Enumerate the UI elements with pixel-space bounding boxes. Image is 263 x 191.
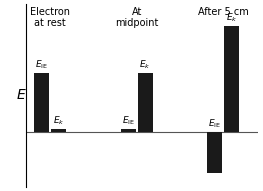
Text: $E_\mathrm{IE}$: $E_\mathrm{IE}$ [122, 114, 135, 127]
Bar [121, 129, 135, 132]
Text: After 5 cm: After 5 cm [198, 6, 248, 17]
Text: $E_k$: $E_k$ [226, 11, 237, 24]
Text: Electron
at rest: Electron at rest [30, 6, 70, 28]
Bar [34, 74, 49, 132]
Text: $E_k$: $E_k$ [139, 59, 151, 71]
Bar [51, 129, 66, 132]
Text: $E_k$: $E_k$ [53, 114, 64, 127]
Text: At
midpoint: At midpoint [115, 6, 158, 28]
Text: $E_\mathrm{IE}$: $E_\mathrm{IE}$ [208, 117, 221, 130]
Bar [138, 74, 153, 132]
Text: $E_\mathrm{IE}$: $E_\mathrm{IE}$ [35, 59, 48, 71]
Bar [224, 26, 239, 132]
Bar [207, 132, 222, 172]
Y-axis label: E: E [16, 88, 25, 103]
